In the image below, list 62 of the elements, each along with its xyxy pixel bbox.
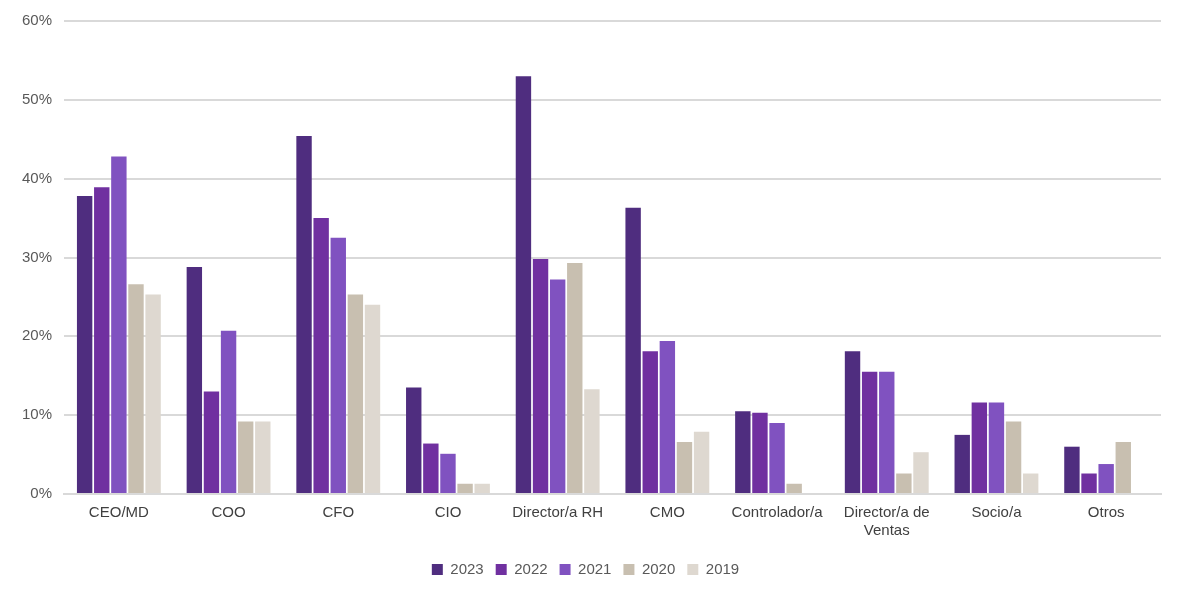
y-tick-label: 60% bbox=[21, 11, 53, 29]
bar bbox=[457, 483, 473, 493]
x-tick-label: Controlador/a bbox=[731, 503, 824, 521]
legend-label: 2021 bbox=[578, 559, 612, 577]
bar bbox=[879, 371, 895, 493]
bar bbox=[567, 263, 583, 493]
x-tick-label: Director/a RH bbox=[512, 503, 604, 521]
x-tick-label: CIO bbox=[434, 503, 462, 521]
bar bbox=[844, 351, 861, 493]
bar bbox=[76, 196, 93, 493]
y-tick-label: 50% bbox=[21, 89, 53, 107]
bar bbox=[220, 330, 237, 493]
bar bbox=[347, 294, 364, 493]
bar bbox=[861, 371, 878, 493]
bar bbox=[532, 259, 549, 493]
legend-label: 2019 bbox=[705, 559, 740, 577]
bar bbox=[735, 411, 751, 493]
x-tick-label: Socio/a bbox=[971, 503, 1023, 521]
bar bbox=[659, 341, 676, 493]
bar bbox=[786, 483, 802, 493]
legend-label: 2023 bbox=[450, 559, 484, 577]
bar bbox=[1115, 441, 1131, 493]
x-tick-label: CEO/MD bbox=[88, 503, 150, 521]
bar bbox=[330, 237, 346, 493]
bar bbox=[423, 443, 439, 493]
bar bbox=[769, 423, 785, 493]
bar bbox=[313, 218, 329, 493]
bar bbox=[1081, 473, 1097, 493]
bar bbox=[515, 76, 532, 493]
y-tick-label: 40% bbox=[21, 168, 53, 186]
y-tick-label: 30% bbox=[21, 247, 53, 265]
bar bbox=[128, 284, 144, 493]
x-tick-label: Otros bbox=[1087, 503, 1125, 521]
x-tick-label: COO bbox=[211, 503, 246, 521]
bar bbox=[186, 266, 203, 493]
bar bbox=[625, 207, 641, 493]
bar bbox=[971, 402, 988, 493]
bar bbox=[1064, 446, 1080, 493]
y-tick-label: 0% bbox=[30, 484, 53, 502]
legend-label: 2022 bbox=[514, 559, 548, 577]
bar bbox=[954, 434, 970, 493]
bar bbox=[237, 421, 254, 493]
bar bbox=[988, 402, 1005, 493]
bar bbox=[440, 453, 456, 493]
legend-label: 2020 bbox=[641, 559, 676, 577]
bar bbox=[1005, 421, 1022, 493]
bar bbox=[549, 279, 566, 493]
x-tick-label: CMO bbox=[649, 503, 685, 521]
y-tick-label: 10% bbox=[21, 405, 53, 423]
x-tick-label: CFO bbox=[322, 503, 355, 521]
bar bbox=[896, 473, 912, 493]
bar bbox=[642, 351, 658, 493]
bar bbox=[676, 441, 693, 493]
bar bbox=[406, 387, 422, 493]
bar bbox=[94, 187, 110, 493]
bar bbox=[752, 412, 768, 493]
bar bbox=[203, 391, 220, 493]
x-tick-label: Director/a de Ventas bbox=[843, 503, 930, 539]
bar bbox=[1098, 464, 1114, 493]
bar bbox=[296, 136, 312, 493]
bar bbox=[111, 156, 127, 493]
y-tick-label: 20% bbox=[21, 326, 53, 344]
